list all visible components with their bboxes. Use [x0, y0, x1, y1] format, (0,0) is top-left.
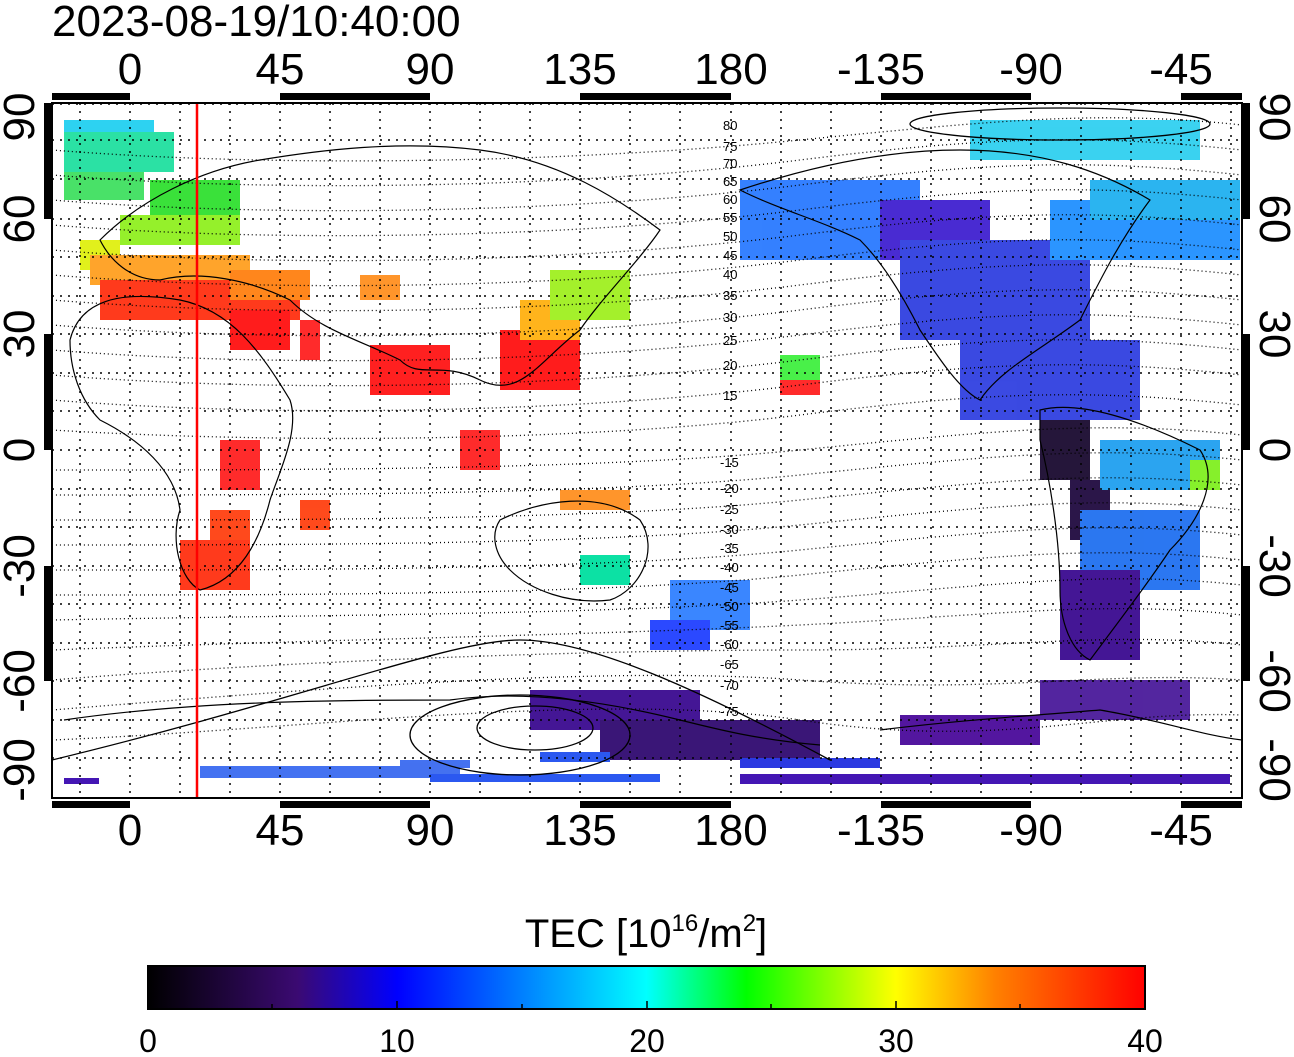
- contour-label: -40: [720, 560, 739, 575]
- contour-label: 20: [723, 358, 737, 373]
- lon-bottom-label: 45: [256, 806, 305, 855]
- colorbar-tick: 20: [629, 1023, 665, 1057]
- contour-label: 75: [723, 139, 737, 154]
- colorbar-tick: 40: [1127, 1023, 1163, 1057]
- lon-top-label: 180: [694, 45, 767, 94]
- lon-bottom-label: 135: [543, 806, 616, 855]
- lon-bottom-labels: 0 45 90 135 180 -135 -90 -45: [118, 806, 1213, 855]
- colorbar-tick: 10: [379, 1023, 415, 1057]
- lon-top-label: -90: [999, 45, 1063, 94]
- lat-left-labels: 90 60 30 0 -30 -60 -90: [0, 93, 44, 802]
- frame-ticks: [44, 93, 1250, 808]
- lat-left-label: 60: [0, 195, 44, 244]
- contour-label: -30: [720, 522, 739, 537]
- colorbar-title: TEC [1016/m2]: [525, 910, 767, 956]
- contour-label: 35: [723, 288, 737, 303]
- colorbar-title-exp2: 2: [743, 910, 756, 937]
- contour-label: 80: [723, 118, 737, 133]
- colorbar-tick: 0: [139, 1023, 157, 1057]
- contour-label: -75: [720, 704, 739, 719]
- contour-label: -25: [720, 502, 739, 517]
- lon-top-labels: 0 45 90 135 180 -135 -90 -45: [118, 45, 1213, 94]
- coastlines: [63, 145, 1242, 746]
- lat-right-labels: 90 60 30 0 -30 -60 -90: [1250, 93, 1294, 802]
- colorbar-title-exp1: 16: [672, 910, 699, 937]
- colorbar-title-end: ]: [756, 912, 767, 956]
- colorbar-title-mid: /m: [698, 912, 742, 956]
- lon-top-label: 45: [256, 45, 305, 94]
- contour-label: 55: [723, 210, 737, 225]
- lat-left-label: -90: [0, 738, 44, 802]
- lat-right-label: 0: [1250, 438, 1294, 462]
- contour-label: 15: [723, 388, 737, 403]
- lon-bottom-label: -45: [1149, 806, 1213, 855]
- lon-bottom-label: 180: [694, 806, 767, 855]
- lat-right-label: 90: [1250, 93, 1294, 142]
- lon-top-label: -45: [1149, 45, 1213, 94]
- contour-label: -45: [720, 580, 739, 595]
- lon-bottom-label: -135: [837, 806, 925, 855]
- lat-left-label: -60: [0, 649, 44, 713]
- lat-right-label: 30: [1250, 310, 1294, 359]
- contour-labels-south: -15 -20 -25 -30 -35 -40 -45 -50 -55 -60 …: [720, 455, 739, 719]
- colorbar: 0 10 20 30 40: [139, 965, 1163, 1057]
- map-title: 2023-08-19/10:40:00: [52, 0, 461, 46]
- lat-left-label: -30: [0, 534, 44, 598]
- lon-top-label: -135: [837, 45, 925, 94]
- lon-top-label: 135: [543, 45, 616, 94]
- contour-label: 50: [723, 229, 737, 244]
- contour-label: 40: [723, 267, 737, 282]
- lat-left-label: 90: [0, 93, 44, 142]
- lat-left-label: 30: [0, 310, 44, 359]
- contour-label: -20: [720, 481, 739, 496]
- lon-bottom-label: 90: [406, 806, 455, 855]
- lat-left-label: 0: [0, 438, 44, 462]
- contour-label: -65: [720, 657, 739, 672]
- lon-top-label: 90: [406, 45, 455, 94]
- contour-label: -60: [720, 637, 739, 652]
- map-panel: 80 75 70 65 60 55 50 45 40 35 30 25 20 1…: [44, 93, 1250, 808]
- contour-label: 25: [723, 333, 737, 348]
- magnetic-contours: [52, 117, 1242, 741]
- lat-right-label: -60: [1250, 649, 1294, 713]
- lat-right-label: -90: [1250, 738, 1294, 802]
- contour-label: -70: [720, 678, 739, 693]
- contour-label: 60: [723, 192, 737, 207]
- contour-label: -50: [720, 599, 739, 614]
- contour-label: 30: [723, 310, 737, 325]
- colorbar-tick: 30: [878, 1023, 914, 1057]
- contour-labels-north: 80 75 70 65 60 55 50 45 40 35 30 25 20 1…: [723, 118, 737, 403]
- lon-top-label: 0: [118, 45, 142, 94]
- contour-label: 65: [723, 174, 737, 189]
- lon-bottom-label: 0: [118, 806, 142, 855]
- lon-bottom-label: -90: [999, 806, 1063, 855]
- contour-label: 45: [723, 248, 737, 263]
- lat-right-label: 60: [1250, 195, 1294, 244]
- contour-label: -35: [720, 541, 739, 556]
- contour-label: 70: [723, 156, 737, 171]
- lat-right-label: -30: [1250, 534, 1294, 598]
- colorbar-title-main: TEC [10: [525, 912, 672, 956]
- contour-label: -15: [720, 455, 739, 470]
- contour-label: -55: [720, 618, 739, 633]
- magnetic-contours-solid: [52, 107, 1211, 776]
